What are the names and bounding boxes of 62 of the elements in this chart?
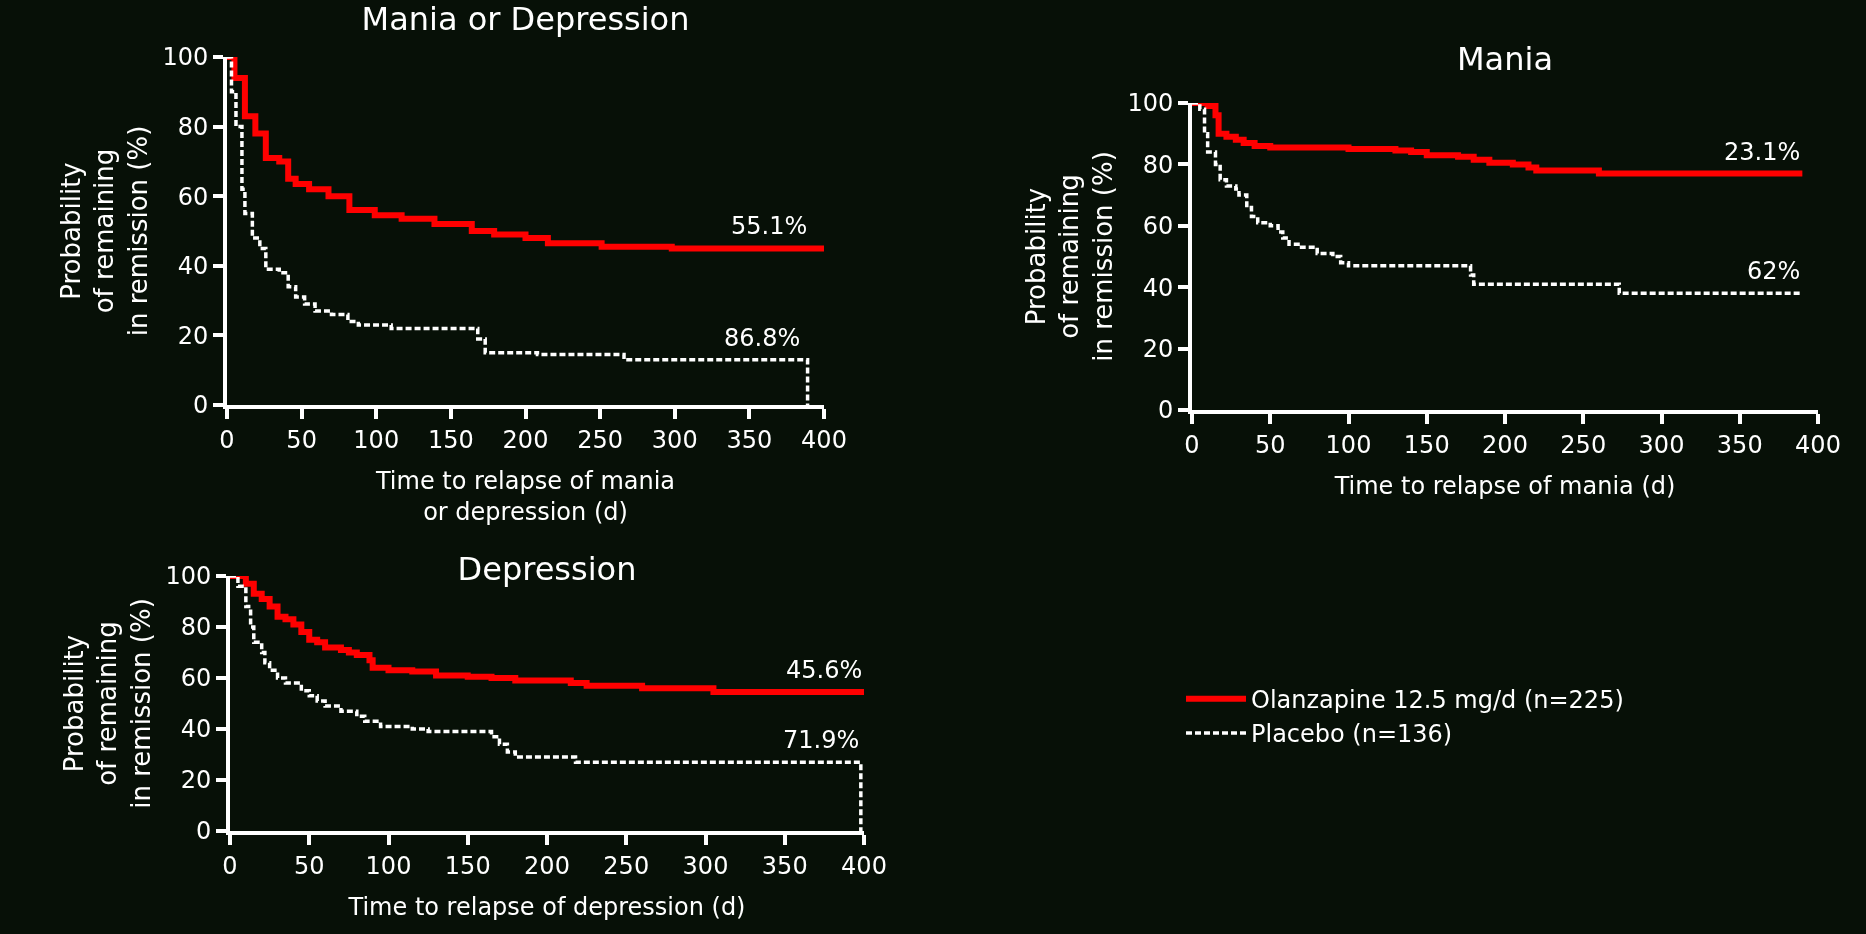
y-tick-label: 80	[1142, 150, 1174, 179]
x-tick-label: 50	[293, 851, 325, 880]
y-tick-label: 20	[177, 321, 209, 350]
x-axis-title: Time to relapse of mania or depression (d)	[374, 466, 676, 526]
x-tick-label: 350	[761, 851, 808, 880]
y-tick-label: 60	[1142, 212, 1174, 241]
y-tick-label: 60	[180, 664, 212, 693]
x-tick-label: 300	[682, 851, 729, 880]
x-tick-label: 0	[1184, 430, 1200, 459]
annotation: 55.1%	[731, 212, 808, 240]
y-axis-title: Probability of remaining in remission (%)	[1020, 151, 1119, 362]
annotation: 23.1%	[1724, 138, 1801, 166]
y-tick-label: 80	[180, 613, 212, 642]
legend-label: Olanzapine 12.5 mg/d (n=225)	[1251, 686, 1624, 715]
x-tick-label: 150	[1403, 430, 1450, 459]
chart-title: Mania	[1457, 40, 1553, 79]
annotation: 86.8%	[724, 324, 801, 352]
x-tick-label: 100	[1325, 430, 1372, 459]
x-tick-label: 300	[1638, 430, 1685, 459]
y-tick-label: 100	[162, 43, 209, 72]
y-tick-label: 0	[192, 391, 209, 420]
legend-label: Placebo (n=136)	[1251, 720, 1453, 749]
y-tick-label: 40	[180, 715, 212, 744]
x-tick-label: 150	[444, 851, 491, 880]
y-tick-label: 100	[1127, 89, 1174, 118]
y-tick-label: 100	[165, 562, 212, 591]
annotation: 45.6%	[786, 656, 863, 684]
x-tick-label: 0	[219, 425, 235, 454]
y-tick-label: 20	[1142, 335, 1174, 363]
y-tick-label: 60	[177, 182, 209, 211]
x-tick-label: 250	[1560, 430, 1607, 459]
x-axis-title: Time to relapse of mania (d)	[1333, 471, 1676, 500]
y-axis-title: Probability of remaining in remission (%)	[58, 598, 157, 809]
y-axis-title: Probability of remaining in remission (%)	[55, 125, 154, 337]
x-tick-label: 400	[801, 425, 847, 454]
x-tick-label: 200	[524, 851, 570, 880]
annotation: 62%	[1747, 257, 1801, 285]
y-tick-label: 0	[1157, 396, 1174, 425]
x-tick-label: 250	[577, 425, 624, 454]
x-tick-label: 100	[365, 851, 412, 880]
y-tick-label: 20	[180, 766, 212, 795]
y-tick-label: 40	[1142, 273, 1174, 302]
x-axis-title: Time to relapse of depression (d)	[347, 892, 746, 921]
y-tick-label: 80	[177, 113, 209, 141]
y-tick-label: 40	[177, 252, 209, 281]
x-tick-label: 250	[603, 851, 650, 880]
x-tick-label: 350	[1716, 430, 1763, 459]
annotation: 71.9%	[783, 726, 860, 754]
x-tick-label: 400	[841, 851, 887, 880]
x-tick-label: 350	[726, 425, 773, 454]
y-tick-label: 0	[195, 817, 212, 846]
x-tick-label: 400	[1795, 430, 1841, 459]
x-tick-label: 50	[286, 425, 317, 454]
x-tick-label: 0	[222, 851, 238, 880]
x-tick-label: 150	[427, 425, 474, 454]
chart-title: Mania or Depression	[361, 0, 690, 39]
x-tick-label: 100	[353, 425, 400, 454]
chart-title: Depression	[457, 550, 637, 589]
x-tick-label: 200	[502, 425, 549, 454]
x-tick-label: 200	[1482, 430, 1528, 459]
x-tick-label: 300	[651, 425, 698, 454]
x-tick-label: 50	[1254, 430, 1286, 459]
